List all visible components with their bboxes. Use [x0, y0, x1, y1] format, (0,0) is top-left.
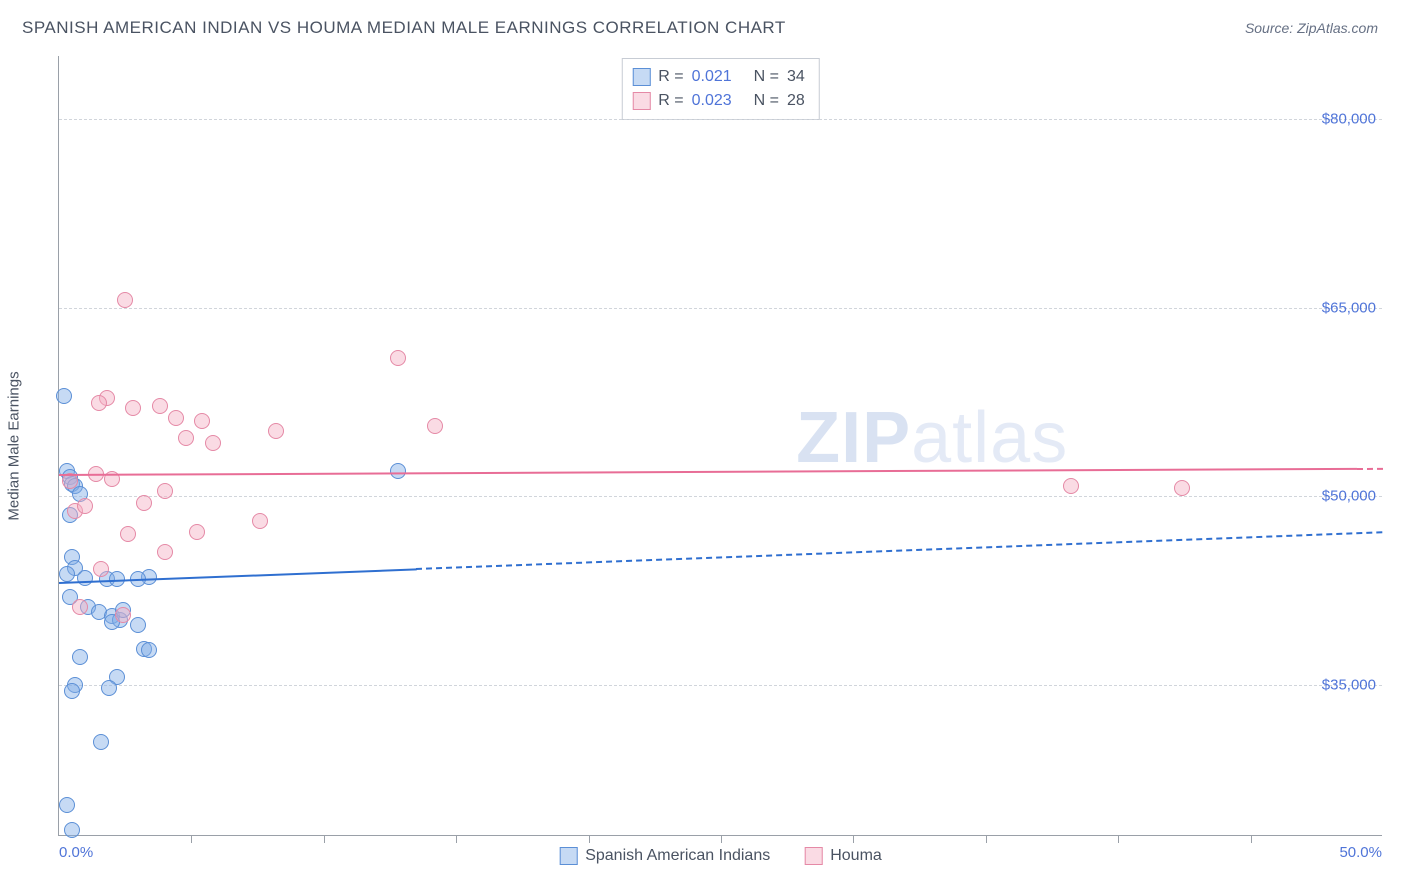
data-point — [117, 292, 133, 308]
chart-source: Source: ZipAtlas.com — [1245, 20, 1378, 36]
data-point — [72, 599, 88, 615]
r-label: R = — [658, 65, 683, 89]
trend-line-dashed — [1357, 467, 1383, 469]
data-point — [157, 483, 173, 499]
watermark-bold: ZIP — [796, 397, 911, 477]
y-tick-label: $65,000 — [1322, 299, 1376, 316]
data-point — [194, 413, 210, 429]
data-point — [427, 418, 443, 434]
data-point — [152, 398, 168, 414]
n-label: N = — [754, 89, 779, 113]
legend-item: Spanish American Indians — [559, 847, 770, 865]
legend-swatch — [632, 68, 650, 86]
data-point — [93, 734, 109, 750]
data-point — [1174, 480, 1190, 496]
x-tick — [324, 835, 325, 843]
watermark-rest: atlas — [911, 397, 1068, 477]
n-label: N = — [754, 65, 779, 89]
gridline — [59, 119, 1382, 120]
data-point — [77, 570, 93, 586]
r-label: R = — [658, 89, 683, 113]
data-point — [189, 524, 205, 540]
data-point — [59, 797, 75, 813]
chart-header: SPANISH AMERICAN INDIAN VS HOUMA MEDIAN … — [0, 0, 1406, 50]
chart-title: SPANISH AMERICAN INDIAN VS HOUMA MEDIAN … — [22, 18, 786, 38]
x-min-label: 0.0% — [59, 844, 93, 861]
y-axis-label: Median Male Earnings — [6, 371, 23, 520]
data-point — [130, 617, 146, 633]
data-point — [390, 463, 406, 479]
data-point — [178, 430, 194, 446]
legend-swatch — [632, 92, 650, 110]
legend-label: Houma — [830, 847, 882, 865]
data-point — [252, 513, 268, 529]
legend-series: Spanish American Indians Houma — [559, 847, 882, 865]
legend-stat-row: R = 0.021 N = 34 — [632, 65, 804, 89]
x-max-label: 50.0% — [1339, 844, 1382, 861]
legend-swatch — [559, 847, 577, 865]
n-value: 34 — [787, 65, 805, 89]
x-tick — [191, 835, 192, 843]
y-tick-label: $50,000 — [1322, 488, 1376, 505]
plot-region: ZIPatlas R =0.021N =34R =0.023N =28 Span… — [58, 56, 1382, 836]
data-point — [77, 498, 93, 514]
data-point — [91, 395, 107, 411]
data-point — [101, 680, 117, 696]
x-tick — [721, 835, 722, 843]
gridline — [59, 496, 1382, 497]
x-tick — [456, 835, 457, 843]
legend-stat-row: R = 0.023 N = 28 — [632, 89, 804, 113]
data-point — [93, 561, 109, 577]
data-point — [72, 649, 88, 665]
chart-area: Median Male Earnings ZIPatlas R =0.021N … — [22, 56, 1382, 836]
data-point — [268, 423, 284, 439]
x-tick — [1118, 835, 1119, 843]
x-tick — [589, 835, 590, 843]
r-value: 0.023 — [692, 89, 746, 113]
data-point — [157, 544, 173, 560]
data-point — [64, 822, 80, 838]
x-tick — [1251, 835, 1252, 843]
data-point — [120, 526, 136, 542]
trend-line-dashed — [416, 532, 1383, 571]
r-value: 0.021 — [692, 65, 746, 89]
n-value: 28 — [787, 89, 805, 113]
x-tick — [853, 835, 854, 843]
data-point — [390, 350, 406, 366]
data-point — [205, 435, 221, 451]
data-point — [125, 400, 141, 416]
y-tick-label: $35,000 — [1322, 677, 1376, 694]
data-point — [1063, 478, 1079, 494]
data-point — [64, 683, 80, 699]
data-point — [115, 607, 131, 623]
gridline — [59, 308, 1382, 309]
gridline — [59, 685, 1382, 686]
watermark: ZIPatlas — [796, 396, 1068, 478]
y-tick-label: $80,000 — [1322, 110, 1376, 127]
data-point — [56, 388, 72, 404]
legend-label: Spanish American Indians — [585, 847, 770, 865]
data-point — [136, 495, 152, 511]
data-point — [141, 642, 157, 658]
data-point — [168, 410, 184, 426]
trend-line — [59, 468, 1357, 476]
legend-item: Houma — [804, 847, 882, 865]
legend-swatch — [804, 847, 822, 865]
data-point — [59, 566, 75, 582]
x-tick — [986, 835, 987, 843]
legend-stats: R = 0.021 N = 34 R = 0.023 N = 28 — [621, 58, 819, 120]
